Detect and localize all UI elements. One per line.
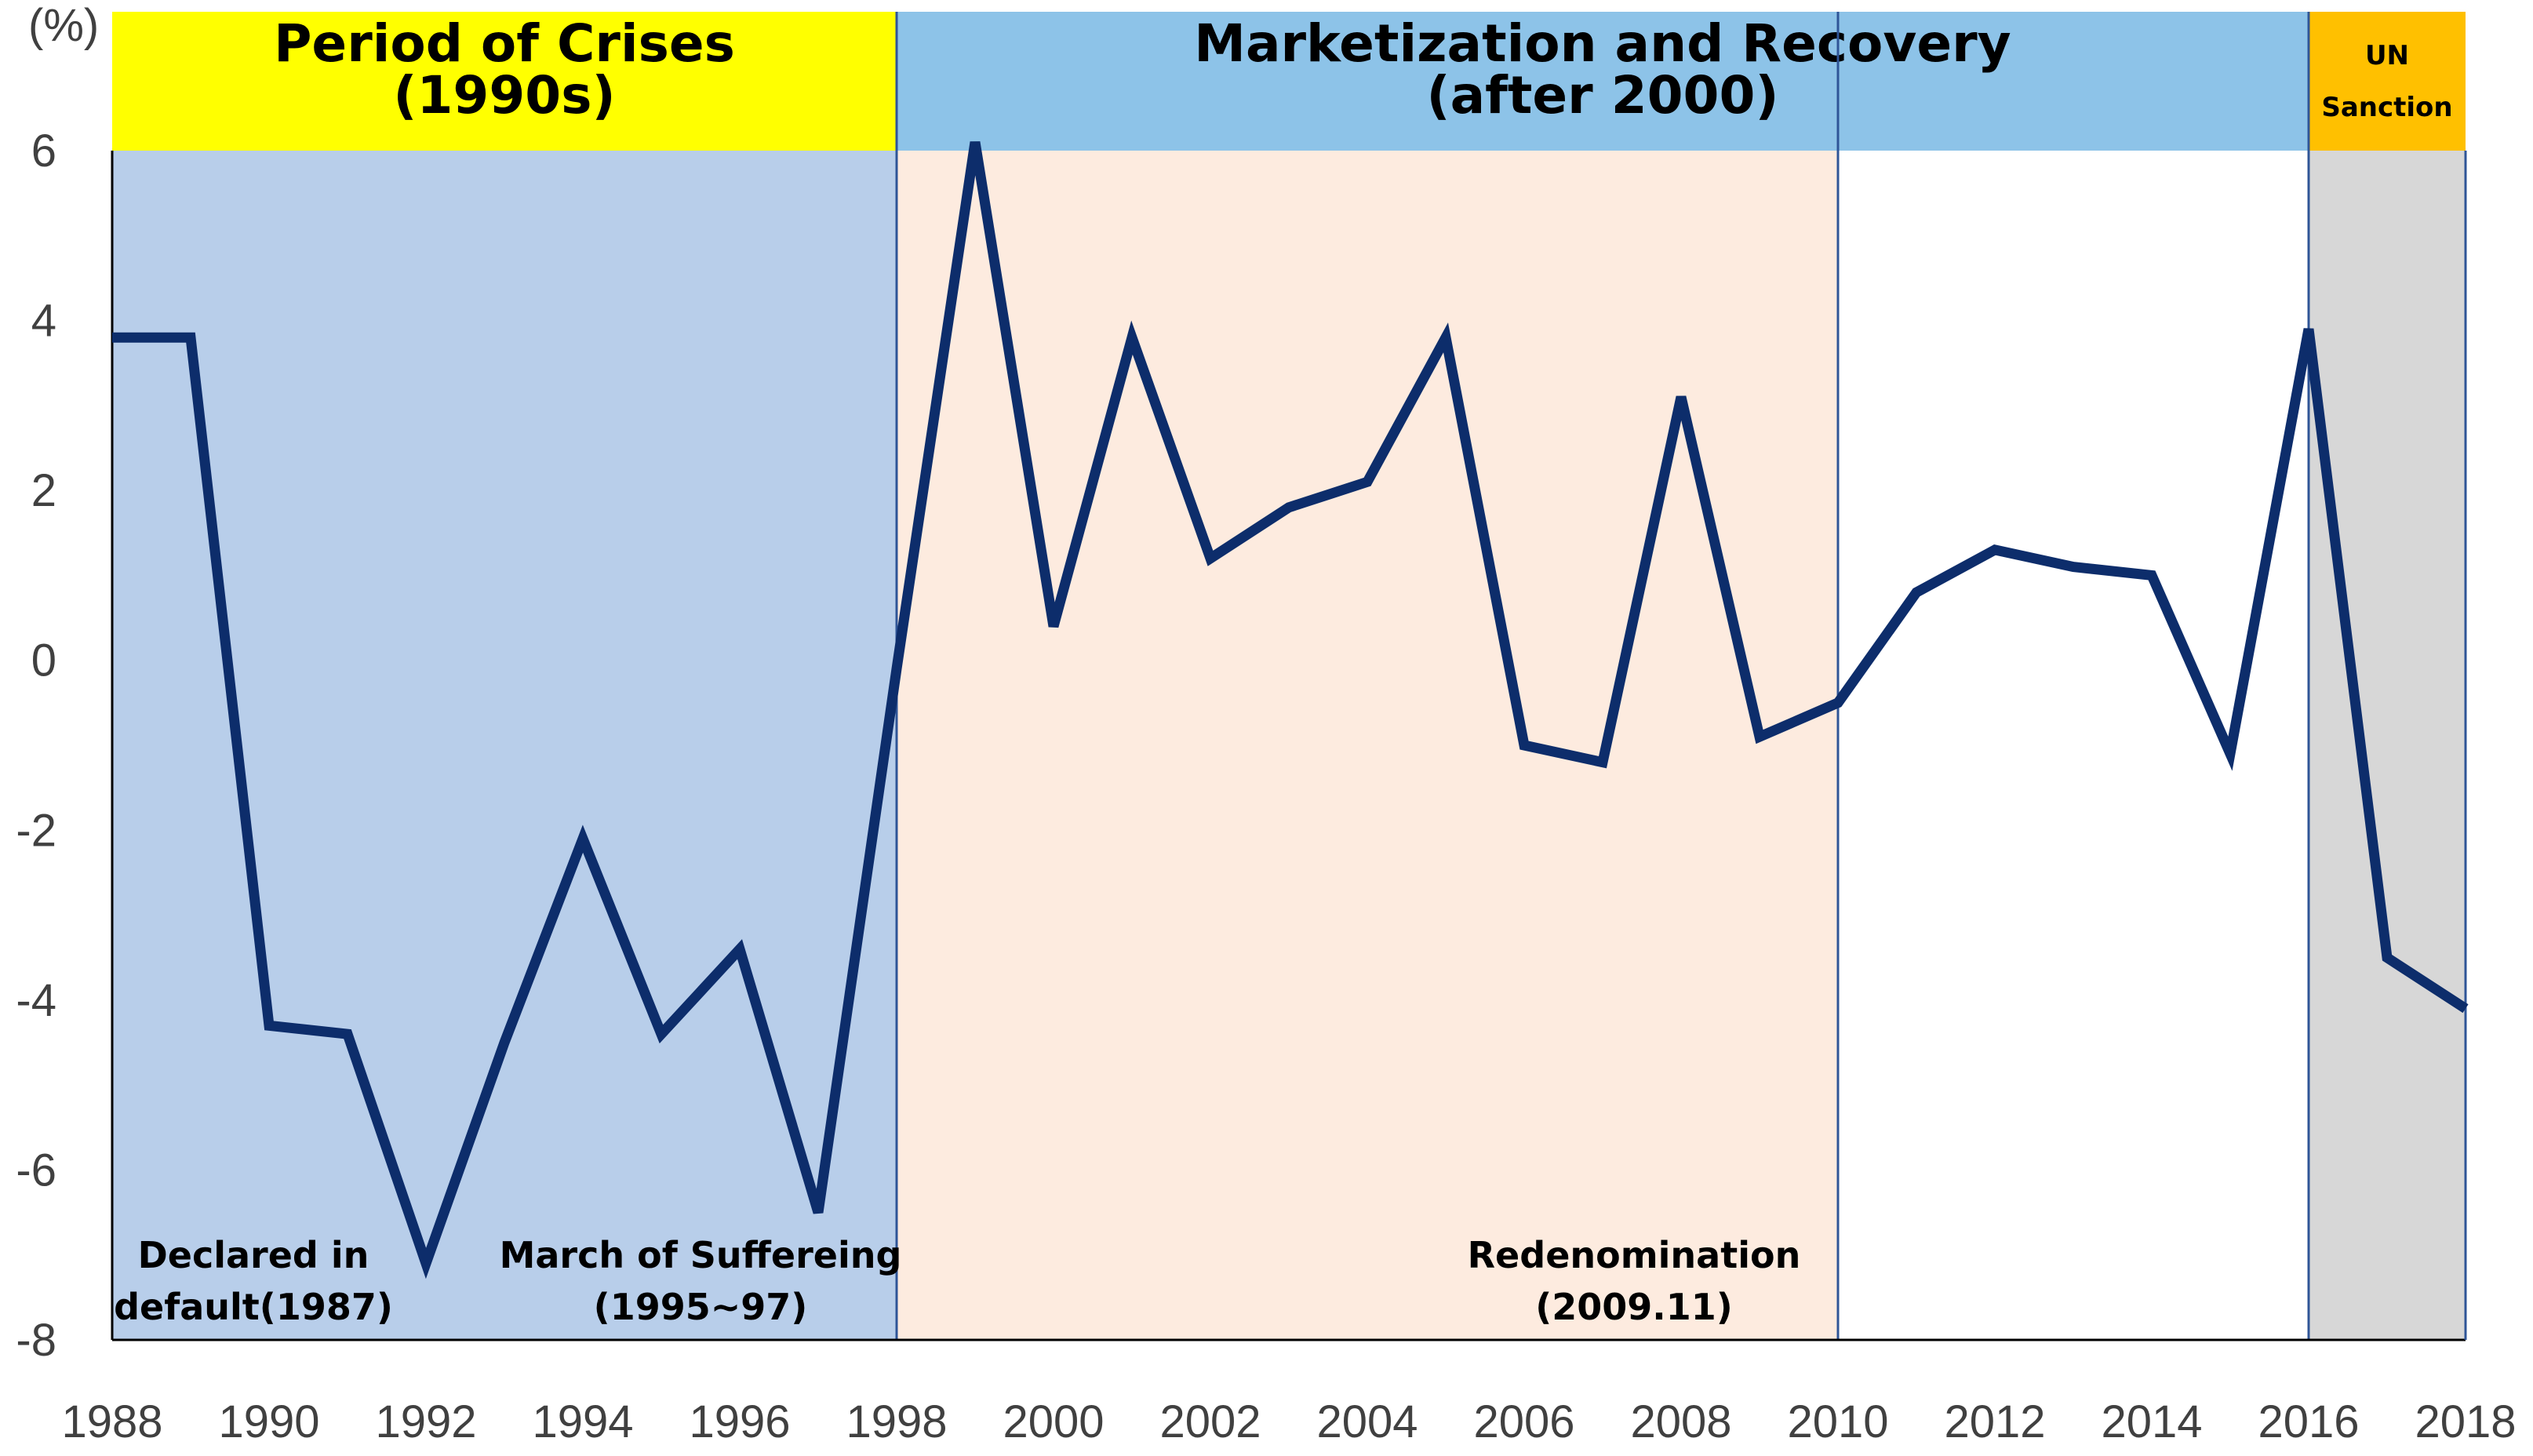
banner-crises [112,12,897,151]
region-recovery-early [897,151,1838,1340]
banner-sanction-line-0: UN [2365,40,2409,71]
x-tick-2002: 2002 [1159,1396,1261,1447]
axes [111,151,2467,1341]
period-banners: Period of Crises(1990s) Marketization and… [112,12,2466,151]
annotation-default-line-1: default(1987) [114,1286,393,1328]
x-tick-2012: 2012 [1944,1396,2045,1447]
x-tick-1996: 1996 [689,1396,790,1447]
y-tick--2: -2 [16,805,56,856]
x-tick-2008: 2008 [1630,1396,1731,1447]
annotation-march-line-0: March of Suffereing [500,1234,902,1276]
annotation-default-line-0: Declared in [138,1234,369,1276]
y-tick-4: 4 [31,296,56,347]
banner-crises-line-0: Period of Crises [274,13,735,74]
period-regions [112,151,2466,1340]
banner-recovery-line-1: (after 2000) [1426,65,1778,126]
x-tick-2000: 2000 [1003,1396,1104,1447]
series [112,141,2469,1279]
region-sanction [2309,151,2466,1340]
y-axis-unit-label: (%) [28,0,99,51]
x-tick-2018: 2018 [2415,1396,2516,1447]
region-recovery-late [1838,151,2309,1340]
y-tick-2: 2 [31,465,56,516]
x-tick-1994: 1994 [532,1396,633,1447]
y-tick-0: 0 [31,635,56,686]
x-tick-2004: 2004 [1316,1396,1418,1447]
x-tick-2014: 2014 [2101,1396,2202,1447]
x-tick-1998: 1998 [846,1396,947,1447]
x-tick-1990: 1990 [218,1396,319,1447]
annotation-redenomination-line-0: Redenomination [1468,1234,1801,1276]
banner-sanction-line-1: Sanction [2321,92,2452,123]
y-tick-6: 6 [31,126,56,177]
y-tick--8: -8 [16,1315,56,1366]
annotation-redenomination-line-1: (2009.11) [1535,1286,1733,1328]
x-tick-1992: 1992 [375,1396,476,1447]
x-tick-2010: 2010 [1787,1396,1888,1447]
annotations: Declared in default(1987) March of Suffere… [114,1234,1800,1328]
banner-recovery-line-0: Marketization and Recovery [1194,13,2011,74]
series-line-0 [112,141,2469,1279]
tick-labels: 1988 1990 1992 1994 1996 1998 2000 2002 2004 2006… [16,0,2516,1447]
banner-recovery [897,12,2309,151]
x-tick-2006: 2006 [1473,1396,1574,1447]
x-tick-1988: 1988 [61,1396,162,1447]
y-tick--4: -4 [16,975,56,1026]
banner-sanction [2309,12,2466,151]
x-tick-2016: 2016 [2258,1396,2359,1447]
region-crises [112,151,897,1340]
y-tick--6: -6 [16,1145,56,1196]
annotation-march-line-1: (1995~97) [594,1286,808,1328]
banner-crises-line-1: (1990s) [393,65,615,126]
